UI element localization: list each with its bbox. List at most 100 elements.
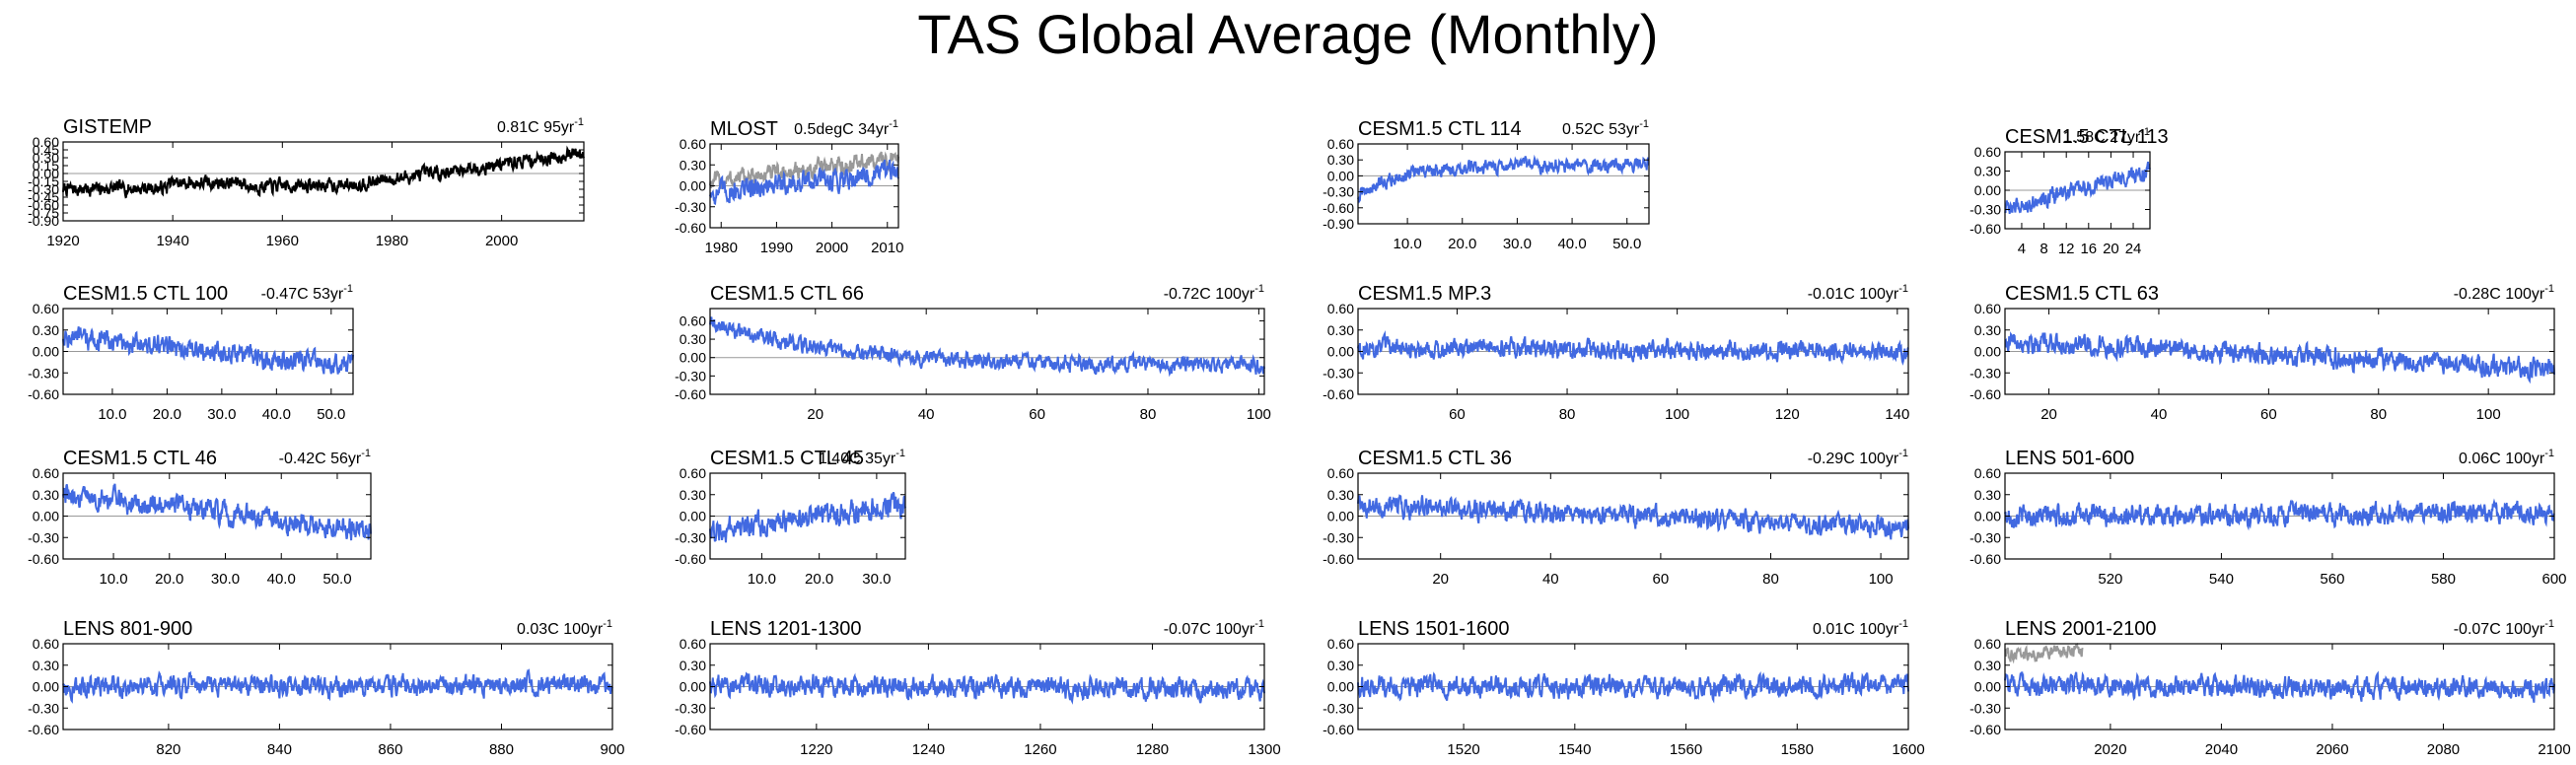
x-tick-label: 4 <box>2018 241 2026 257</box>
x-tick-label: 1260 <box>1024 741 1056 758</box>
x-tick-label: 20.0 <box>805 571 833 588</box>
y-tick-label: -0.60 <box>675 220 706 236</box>
series-line-cesm1-5-ctl-63-1 <box>2004 331 2555 384</box>
trend-label: 0.01C 100yr-1 <box>1813 618 1908 638</box>
y-tick-label: -0.30 <box>1969 365 2001 381</box>
panel-lens-801-900: 0.60 0.30 0.00 -0.30 -0.60 820 840 860 880 900 LEN… <box>28 618 624 758</box>
y-tick-label: 0.60 <box>1327 136 1354 152</box>
x-tick-label: 20.0 <box>155 571 183 588</box>
y-tick-label: 0.60 <box>680 136 706 152</box>
x-tick-label: 20.0 <box>153 406 181 423</box>
x-tick-label: 20 <box>2040 406 2057 423</box>
trend-label: -0.07C 100yr-1 <box>2454 618 2554 638</box>
y-tick-label: -0.60 <box>1969 551 2001 567</box>
panel-title: CESM1.5 CTL 63 <box>2005 283 2159 305</box>
x-tick-label: 80 <box>1762 571 1779 588</box>
series-line-cesm1-5-ctl-66-1 <box>709 316 1265 378</box>
y-tick-label: -0.45 <box>28 189 59 205</box>
y-tick-label: 0.60 <box>1974 144 2001 160</box>
x-tick-label: 50.0 <box>322 571 351 588</box>
x-tick-label: 8 <box>2039 241 2047 257</box>
panel-cesm1-5-ctl-36: 0.60 0.30 0.00 -0.30 -0.60 20 40 60 80 100 CESM1.5… <box>1323 448 1909 588</box>
y-tick-label: -0.60 <box>28 197 59 213</box>
trend-label: -0.29C 100yr-1 <box>1808 448 1908 467</box>
trend-label: 1.58C 27yr-1 <box>2063 126 2150 146</box>
x-tick-label: 1980 <box>376 233 408 249</box>
y-tick-label: -0.60 <box>1323 551 1354 567</box>
y-tick-label: 0.00 <box>33 344 59 360</box>
y-tick-label: 0.30 <box>680 331 706 347</box>
panel-cesm1-5-ctl-113: 0.60 0.30 0.00 -0.30 -0.60 4 8 12 16 20 24 CESM1.5 … <box>1969 126 2169 257</box>
panel-lens-2001-2100: 0.60 0.30 0.00 -0.30 -0.60 2020 2040 2060 2080 21… <box>1969 618 2571 758</box>
y-tick-label: 0.00 <box>1974 509 2001 524</box>
x-tick-label: 10.0 <box>99 571 127 588</box>
panel-title: GISTEMP <box>63 116 152 138</box>
y-tick-label: -0.30 <box>28 181 59 197</box>
y-tick-label: 0.30 <box>1974 487 2001 503</box>
x-tick-label: 12 <box>2058 241 2075 257</box>
panel-title: CESM1.5 CTL 45 <box>710 448 864 469</box>
y-tick-label: -0.60 <box>1969 722 2001 737</box>
y-tick-label: 0.60 <box>1974 636 2001 652</box>
y-tick-label: 0.60 <box>1974 465 2001 481</box>
y-tick-label: 0.60 <box>33 134 59 150</box>
x-tick-label: 1920 <box>46 233 79 249</box>
x-tick-label: 80 <box>1559 406 1576 423</box>
y-tick-label: -0.30 <box>675 368 706 383</box>
x-tick-label: 24 <box>2125 241 2142 257</box>
x-tick-label: 2100 <box>2538 741 2570 758</box>
y-tick-label: 0.60 <box>1327 301 1354 316</box>
panel-title: CESM1.5 CTL 113 <box>2005 126 2169 148</box>
x-tick-label: 1540 <box>1558 741 1591 758</box>
y-tick-label: 0.00 <box>1974 182 2001 198</box>
x-tick-label: 1280 <box>1136 741 1169 758</box>
panel-title: LENS 1201-1300 <box>710 618 861 640</box>
x-tick-label: 20 <box>1432 571 1449 588</box>
series-line-lens-801-900-1 <box>62 667 613 704</box>
y-tick-label: -0.30 <box>1969 202 2001 218</box>
series-line-cesm1-5-ctl-113-1 <box>2004 161 2151 214</box>
x-tick-label: 20 <box>807 406 823 423</box>
x-tick-label: 2020 <box>2094 741 2126 758</box>
y-tick-label: -0.30 <box>1323 700 1354 716</box>
trend-label: 0.03C 100yr-1 <box>517 618 612 638</box>
series-line-lens-2001-2100-1 <box>2004 670 2555 703</box>
x-tick-label: 1560 <box>1670 741 1702 758</box>
x-tick-label: 540 <box>2209 571 2234 588</box>
y-tick-label: -0.30 <box>1323 184 1354 200</box>
y-tick-label: 0.00 <box>1974 344 2001 360</box>
trend-label: 1.40C 35yr-1 <box>819 448 905 467</box>
x-tick-label: 40.0 <box>262 406 291 423</box>
panel-gistemp: 0.600.450.300.150.00-0.15-0.30-0.45-0.60… <box>28 116 585 249</box>
x-tick-label: 120 <box>1775 406 1800 423</box>
x-tick-label: 20.0 <box>1448 236 1476 252</box>
y-tick-label: 0.30 <box>1327 322 1354 338</box>
y-tick-label: 0.00 <box>1327 679 1354 695</box>
x-tick-label: 30.0 <box>207 406 236 423</box>
y-tick-label: -0.15 <box>28 174 59 189</box>
y-tick-label: -0.30 <box>1323 529 1354 545</box>
x-tick-label: 20 <box>2103 241 2119 257</box>
x-tick-label: 60 <box>1653 571 1670 588</box>
trend-label: -0.42C 56yr-1 <box>279 448 371 467</box>
panel-title: LENS 1501-1600 <box>1358 618 1509 640</box>
y-tick-label: 0.30 <box>680 157 706 173</box>
trend-label: -0.28C 100yr-1 <box>2454 283 2554 303</box>
panel-title: LENS 2001-2100 <box>2005 618 2156 640</box>
x-tick-label: 30.0 <box>862 571 891 588</box>
panel-cesm1-5-ctl-46: 0.60 0.30 0.00 -0.30 -0.60 10.0 20.0 30.0 40.0 50… <box>28 448 372 588</box>
x-tick-label: 1240 <box>912 741 945 758</box>
x-tick-label: 30.0 <box>1503 236 1532 252</box>
y-tick-label: -0.60 <box>1323 386 1354 402</box>
y-tick-label: 0.30 <box>1974 164 2001 179</box>
y-tick-label: -0.60 <box>28 722 59 737</box>
y-tick-label: 0.60 <box>680 313 706 328</box>
series-line-cesm1-5-ctl-100-1 <box>62 326 354 375</box>
y-tick-label: -0.60 <box>675 722 706 737</box>
y-tick-label: 0.60 <box>680 636 706 652</box>
x-tick-label: 1520 <box>1447 741 1479 758</box>
y-tick-label: -0.30 <box>675 199 706 215</box>
x-tick-label: 900 <box>600 741 624 758</box>
y-tick-label: 0.00 <box>1327 168 1354 183</box>
y-tick-label: -0.90 <box>1323 216 1354 232</box>
